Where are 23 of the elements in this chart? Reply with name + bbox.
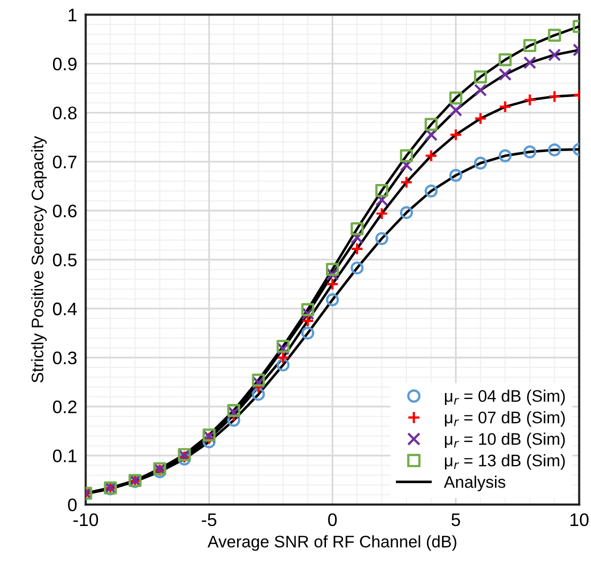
legend-label: μ$_{r}$ = 07 dB (Sim) (444, 411, 565, 427)
y-tick-label: 0.1 (52, 449, 76, 462)
y-tick-label: 0.8 (52, 106, 77, 120)
legend-label: μ$_{r}$ = 13 dB (Sim) (444, 454, 565, 470)
y-tick-label: 0 (68, 498, 77, 512)
x-tick-label: -5 (202, 514, 216, 526)
y-tick-label: 0.2 (52, 400, 76, 414)
x-tick-label: 5 (452, 514, 460, 526)
y-tick-label: 0.9 (52, 58, 77, 70)
y-tick-label: 1 (68, 8, 76, 22)
x-tick-label: 0 (328, 513, 337, 526)
legend-label: μ$_{r}$ = 04 dB (Sim) (444, 390, 565, 406)
y-tick-label: 0.3 (52, 352, 77, 364)
x-tick-label: -10 (73, 513, 98, 526)
legend-label: Analysis (444, 476, 506, 492)
x-axis-title: Average SNR of RF Channel (dB) (208, 535, 456, 551)
legend-label: μ$_{r}$ = 10 dB (Sim) (444, 432, 565, 448)
y-tick-label: 0.5 (52, 254, 77, 266)
y-tick-label: 0.6 (52, 204, 77, 218)
y-axis-title: Strictly Positive Secrecy Capacity (31, 136, 47, 383)
y-tick-label: 0.4 (52, 302, 77, 316)
y-tick-label: 0.7 (52, 156, 76, 168)
x-tick-label: 10 (570, 513, 589, 526)
